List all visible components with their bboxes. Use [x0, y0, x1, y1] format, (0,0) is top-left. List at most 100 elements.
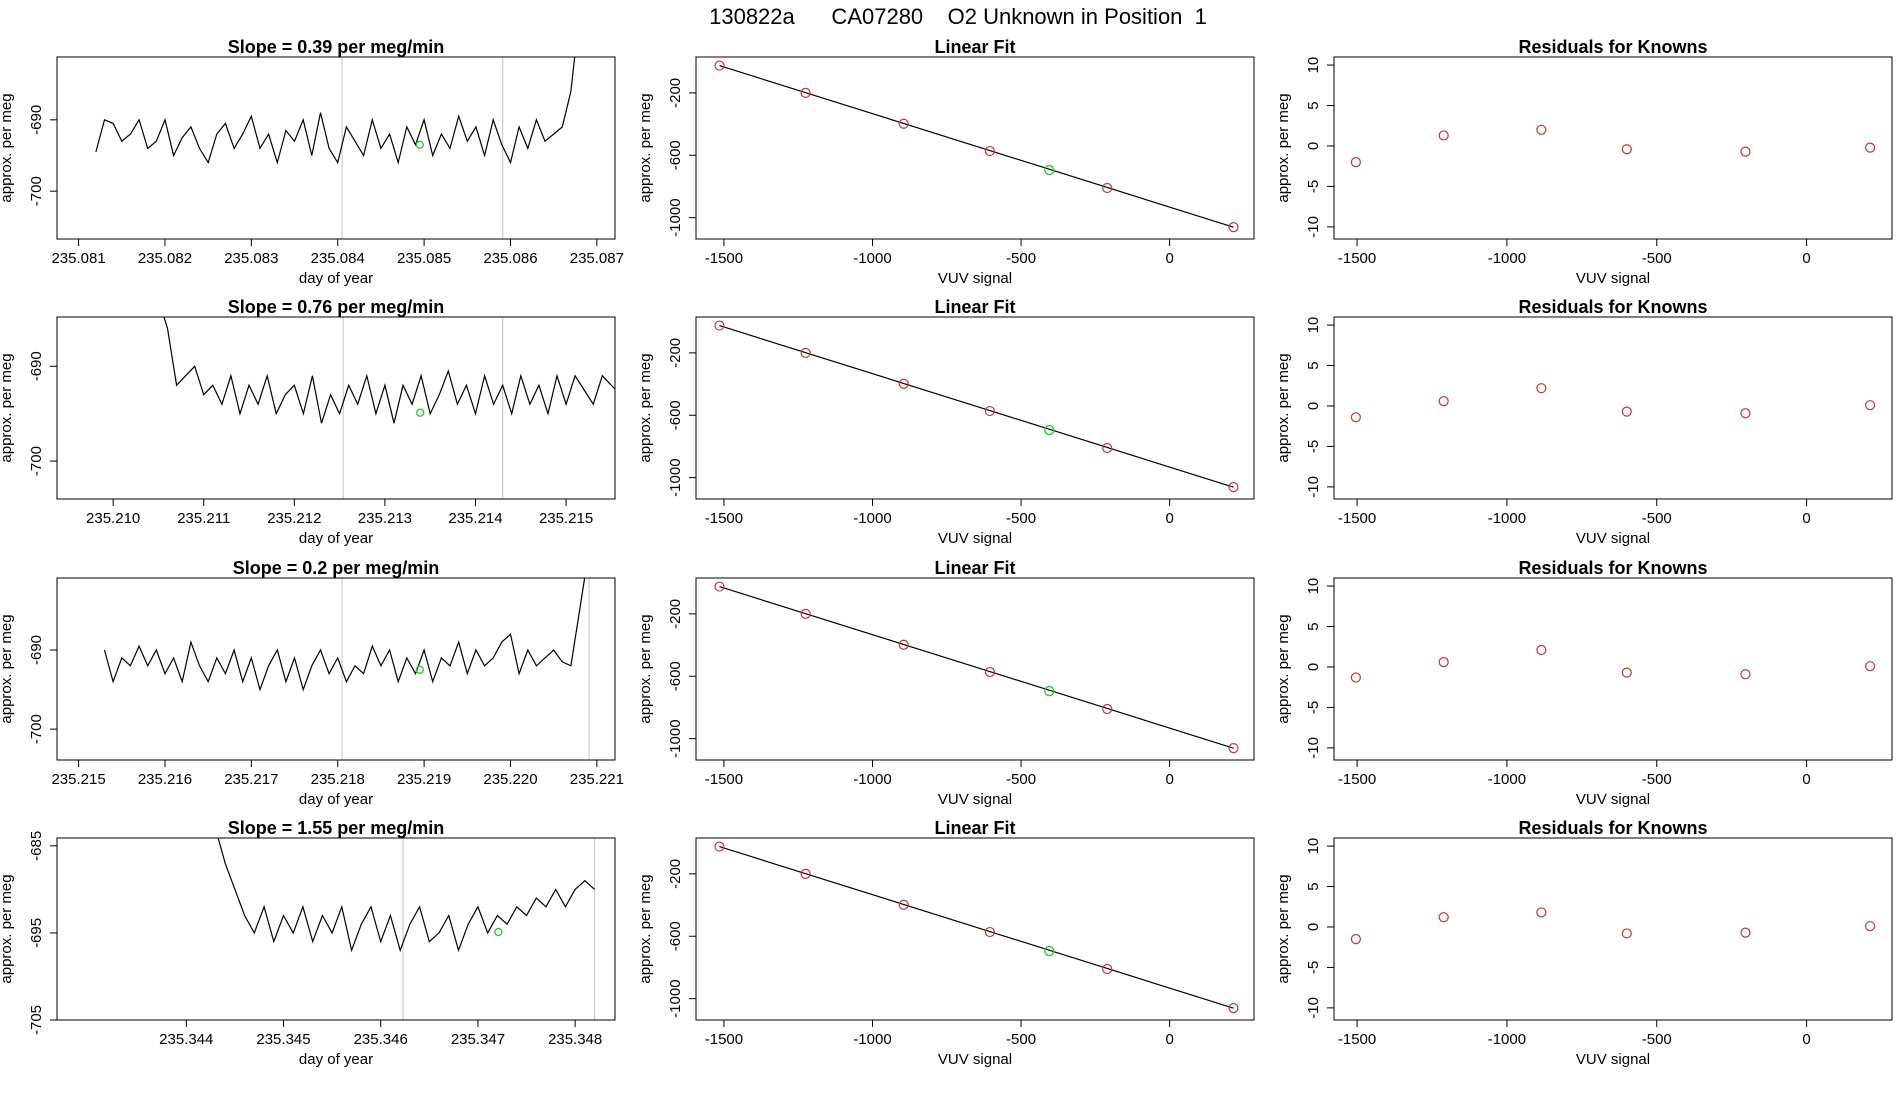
plot-area	[217, 838, 596, 1020]
y-tick-label: 0	[1305, 923, 1322, 931]
data-point	[898, 639, 909, 650]
data-point	[1865, 661, 1876, 672]
panel-title: Linear Fit	[934, 818, 1015, 838]
x-axis-label: VUV signal	[1576, 530, 1650, 547]
x-axis-label: VUV signal	[1576, 1051, 1650, 1068]
y-axis-label: approx. per meg	[0, 614, 15, 723]
y-tick-label: -690	[28, 351, 45, 381]
data-point	[800, 868, 811, 879]
plot-frame	[1333, 577, 1893, 761]
x-tick-label: -1500	[705, 771, 743, 788]
data-point	[714, 841, 725, 852]
x-tick-label: -1500	[1338, 510, 1376, 527]
y-tick-label: -10	[1305, 216, 1322, 238]
panel: Residuals for Knowns VUV signal approx. pe…	[1275, 818, 1893, 1068]
x-tick-label: 235.347	[451, 1031, 505, 1048]
plot-area	[1350, 644, 1876, 683]
plot-frame	[56, 837, 616, 1021]
y-axis-label: approx. per meg	[637, 353, 654, 462]
x-tick-label: 235.221	[570, 771, 624, 788]
y-tick-label: 10	[1305, 317, 1322, 334]
data-point	[1621, 667, 1632, 678]
x-tick-label: 235.215	[51, 771, 105, 788]
x-tick-label: 235.344	[159, 1031, 213, 1048]
data-point	[1865, 921, 1876, 932]
plot-frame	[695, 577, 1255, 761]
x-axis-label: day of year	[299, 270, 373, 287]
plot-frame	[1333, 316, 1893, 500]
y-tick-label: -5	[1305, 701, 1322, 714]
data-point	[714, 320, 725, 331]
panel: Linear Fit VUV signal approx. per meg -1500…	[637, 37, 1255, 287]
x-axis-label: VUV signal	[938, 530, 1012, 547]
x-tick-label: 235.086	[483, 250, 537, 267]
y-tick-label: 0	[1305, 402, 1322, 410]
y-axis-label: approx. per meg	[0, 353, 15, 462]
y-tick-label: -700	[28, 176, 45, 206]
data-point	[1350, 412, 1361, 423]
plot-frame	[56, 316, 616, 500]
x-tick-label: -500	[1642, 250, 1672, 267]
data-point	[898, 118, 909, 129]
data-line	[163, 317, 615, 424]
highlight-point	[1044, 424, 1055, 436]
y-axis-label: approx. per meg	[1275, 93, 1292, 202]
y-tick-label: -700	[28, 714, 45, 744]
data-point	[1228, 1003, 1239, 1014]
data-point	[1621, 144, 1632, 155]
x-tick-label: -1000	[1488, 771, 1526, 788]
data-line	[95, 57, 576, 165]
x-tick-label: -500	[1642, 510, 1672, 527]
plot-frame	[695, 316, 1255, 500]
y-tick-label: -685	[28, 831, 45, 861]
panel: Residuals for Knowns VUV signal approx. pe…	[1275, 297, 1893, 547]
x-tick-label: -500	[1006, 250, 1036, 267]
x-tick-label: 235.084	[311, 250, 365, 267]
data-point	[714, 581, 725, 592]
panel: Residuals for Knowns VUV signal approx. pe…	[1275, 558, 1893, 808]
data-point	[984, 405, 995, 417]
x-tick-label: 235.345	[256, 1031, 310, 1048]
data-point	[1102, 442, 1113, 454]
y-tick-label: 0	[1305, 142, 1322, 150]
y-tick-label: 0	[1305, 663, 1322, 671]
y-tick-label: -10	[1305, 737, 1322, 759]
highlight-point	[1044, 164, 1055, 176]
data-point	[1621, 406, 1632, 417]
x-tick-label: -1000	[1488, 510, 1526, 527]
data-point	[1536, 644, 1547, 656]
data-point	[1228, 222, 1239, 233]
figure-title: 130822a CA07280 O2 Unknown in Position 1	[709, 4, 1207, 29]
highlight-point	[415, 665, 424, 674]
panel-title: Residuals for Knowns	[1518, 37, 1707, 57]
plot-frame	[695, 837, 1255, 1021]
y-tick-label: -600	[667, 921, 684, 951]
data-point	[1228, 482, 1239, 493]
y-tick-label: -1000	[667, 979, 684, 1017]
x-tick-label: 235.218	[311, 771, 365, 788]
x-tick-label: 235.216	[138, 771, 192, 788]
plot-area	[714, 320, 1239, 493]
x-tick-label: 235.210	[86, 510, 140, 527]
data-point	[1228, 743, 1239, 754]
y-axis-label: approx. per meg	[1275, 874, 1292, 983]
panel: Slope = 0.2 per meg/min day of year approx…	[0, 558, 624, 808]
panel: Slope = 1.55 per meg/min day of year appro…	[0, 818, 616, 1068]
panel: Residuals for Knowns VUV signal approx. pe…	[1275, 37, 1893, 287]
highlight-point	[415, 140, 424, 149]
plot-frame	[1333, 56, 1893, 240]
data-point	[898, 378, 909, 389]
x-tick-label: -1000	[853, 771, 891, 788]
x-tick-label: -500	[1006, 771, 1036, 788]
x-tick-label: 235.087	[570, 250, 624, 267]
data-point	[800, 608, 811, 619]
y-tick-label: -10	[1305, 997, 1322, 1019]
y-axis-label: approx. per meg	[637, 614, 654, 723]
data-point	[800, 87, 811, 98]
x-tick-label: -500	[1642, 771, 1672, 788]
data-point	[1536, 907, 1547, 918]
plot-area	[714, 60, 1239, 233]
y-tick-label: -200	[667, 859, 684, 889]
panel-title: Slope = 0.76 per meg/min	[228, 297, 445, 317]
y-tick-label: -600	[667, 400, 684, 430]
